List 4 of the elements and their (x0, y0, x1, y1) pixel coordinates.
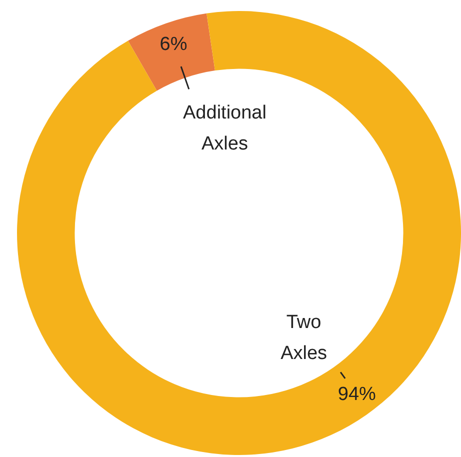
data-label: 6% (160, 34, 188, 56)
slice-label: Two Axles (280, 312, 328, 364)
data-label: 94% (338, 384, 376, 405)
slice-label: Additional Axles (183, 102, 266, 155)
